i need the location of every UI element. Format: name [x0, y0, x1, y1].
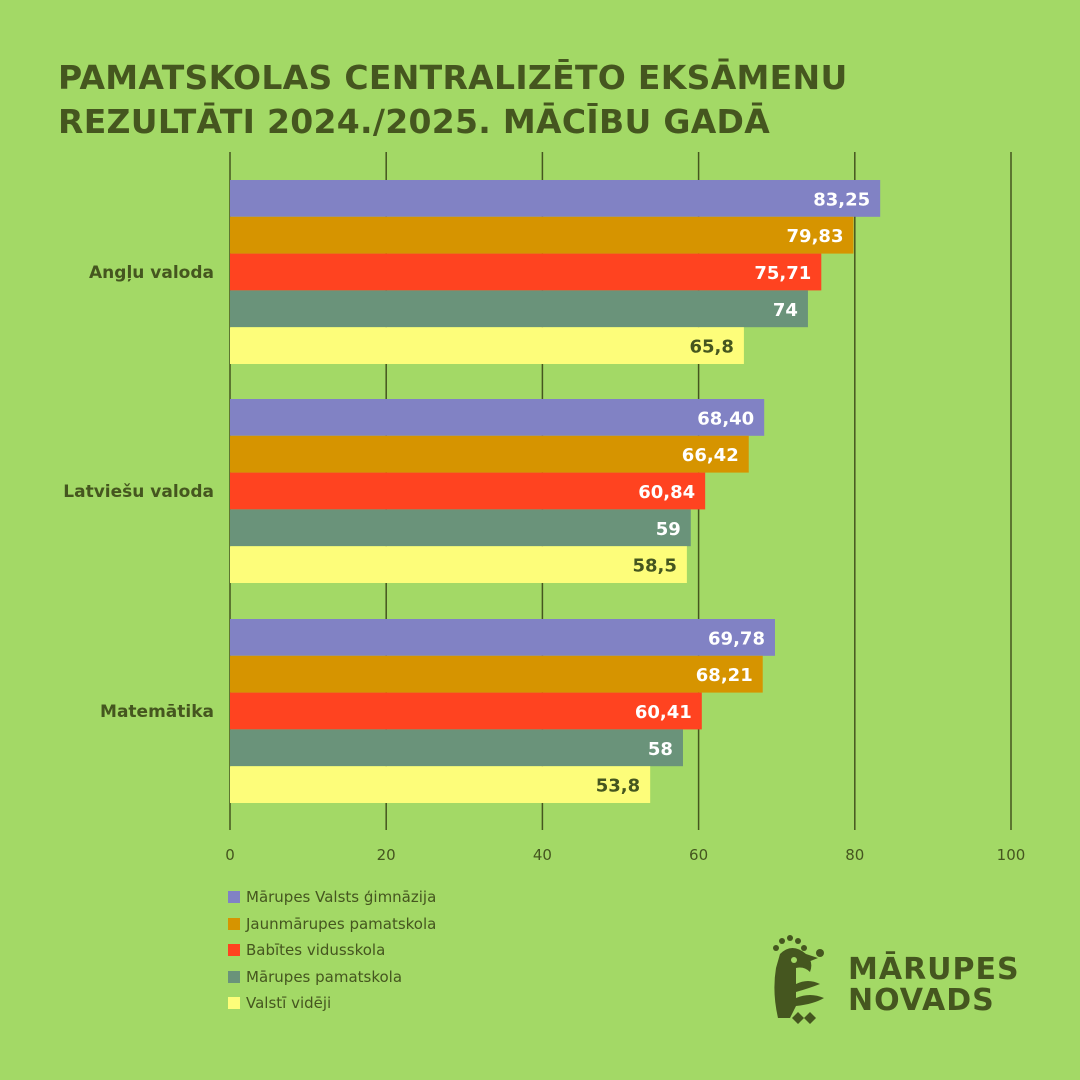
legend-swatch-5 — [228, 997, 240, 1010]
value-label-3-2: 68,21 — [696, 665, 753, 686]
logo: MĀRUPES NOVADS — [770, 932, 1030, 1028]
bar-2-2 — [230, 435, 749, 473]
bar-1-5 — [230, 327, 744, 364]
bar-3-5 — [230, 766, 651, 803]
value-label-2-4: 59 — [656, 519, 681, 540]
value-label-1-5: 65,8 — [689, 337, 733, 358]
x-tick-label-80: 80 — [845, 846, 864, 864]
legend-swatch-2 — [228, 917, 240, 930]
bar-3-3 — [230, 692, 702, 730]
x-tick-labels: 0 20 40 60 80 100 — [225, 846, 1025, 864]
value-labels: 83,25 79,83 75,71 74 65,8 68,40 66,42 60,84 59 58… — [596, 189, 870, 796]
chart-title: PAMATSKOLAS CENTRALIZĒTO EKSĀMENU REZULT… — [58, 56, 1018, 144]
bird-logo-icon — [773, 935, 824, 1024]
value-label-1-3: 75,71 — [754, 263, 811, 284]
bar-1-4 — [230, 290, 808, 328]
chart-title-line-2: REZULTĀTI 2024./2025. MĀCĪBU GADĀ — [58, 102, 771, 141]
bar-2-1 — [230, 399, 765, 436]
legend-item-1: Mārupes Valsts ģimnāzija — [228, 884, 436, 911]
bar-1-3 — [230, 253, 822, 291]
logo-text-line-2: NOVADS — [848, 983, 995, 1018]
value-label-3-4: 58 — [648, 739, 673, 760]
value-label-1-1: 83,25 — [813, 189, 870, 210]
legend-swatch-4 — [228, 970, 240, 983]
legend-item-3: Babītes vidusskola — [228, 937, 436, 964]
category-label-1: Angļu valoda — [89, 263, 214, 283]
x-tick-label-60: 60 — [689, 846, 708, 864]
bar-3-1 — [230, 619, 775, 656]
legend-label-2: Jaunmārupes pamatskola — [246, 914, 437, 933]
value-label-3-5: 53,8 — [596, 776, 640, 797]
bar-1-2 — [230, 216, 854, 254]
legend: Mārupes Valsts ģimnāzija Jaunmārupes pama… — [228, 884, 436, 1017]
legend-item-5: Valstī vidēji — [228, 990, 436, 1017]
chart-title-line-1: PAMATSKOLAS CENTRALIZĒTO EKSĀMENU — [58, 58, 848, 97]
legend-swatch-1 — [228, 891, 240, 904]
logo-text: MĀRUPES NOVADS — [848, 954, 1020, 1016]
legend-swatch-3 — [228, 944, 240, 957]
bars — [230, 180, 881, 803]
x-tick-label-100: 100 — [997, 846, 1026, 864]
bar-3-4 — [230, 729, 683, 767]
legend-item-2: Jaunmārupes pamatskola — [228, 911, 436, 938]
value-label-1-2: 79,83 — [787, 226, 844, 247]
bar-2-4 — [230, 509, 691, 547]
value-label-3-3: 60,41 — [635, 702, 692, 723]
value-label-2-5: 58,5 — [632, 556, 676, 577]
legend-item-4: Mārupes pamatskola — [228, 964, 436, 991]
bar-2-3 — [230, 472, 706, 510]
category-labels: Angļu valoda Latviešu valoda Matemātika — [63, 263, 214, 722]
legend-label-5: Valstī vidēji — [246, 994, 332, 1013]
value-label-2-2: 66,42 — [682, 445, 739, 466]
value-label-2-1: 68,40 — [697, 408, 754, 429]
value-label-1-4: 74 — [773, 300, 798, 321]
bar-1-1 — [230, 180, 881, 217]
x-tick-label-0: 0 — [225, 846, 235, 864]
bar-3-2 — [230, 655, 763, 693]
legend-label-1: Mārupes Valsts ģimnāzija — [246, 888, 437, 907]
category-label-2: Latviešu valoda — [63, 482, 214, 502]
bar-chart: 83,25 79,83 75,71 74 65,8 68,40 66,42 60,84 59 58… — [63, 152, 1025, 864]
legend-label-3: Babītes vidusskola — [246, 941, 386, 960]
category-label-3: Matemātika — [100, 702, 214, 722]
legend-label-4: Mārupes pamatskola — [246, 967, 403, 986]
bar-2-5 — [230, 546, 687, 583]
value-label-3-1: 69,78 — [708, 628, 765, 649]
value-label-2-3: 60,84 — [638, 482, 695, 503]
logo-text-line-1: MĀRUPES — [848, 952, 1020, 987]
x-tick-label-40: 40 — [533, 846, 552, 864]
x-tick-label-20: 20 — [377, 846, 396, 864]
